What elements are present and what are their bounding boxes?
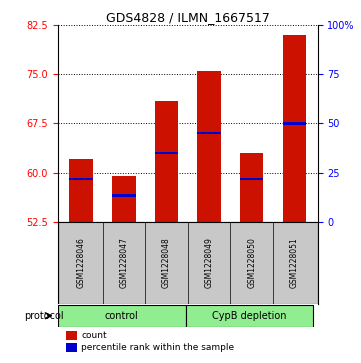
- Bar: [58, 305, 186, 327]
- Text: CypB depletion: CypB depletion: [212, 311, 287, 321]
- Text: GSM1228048: GSM1228048: [162, 237, 171, 288]
- Text: GSM1228050: GSM1228050: [247, 237, 256, 288]
- Title: GDS4828 / ILMN_1667517: GDS4828 / ILMN_1667517: [106, 11, 270, 24]
- Text: protocol: protocol: [24, 311, 63, 321]
- Bar: [283, 122, 306, 125]
- Bar: [112, 194, 135, 196]
- Bar: [240, 153, 264, 221]
- Text: percentile rank within the sample: percentile rank within the sample: [81, 343, 234, 352]
- Bar: [66, 343, 77, 352]
- Bar: [155, 101, 178, 221]
- Text: GSM1228047: GSM1228047: [119, 237, 128, 288]
- Bar: [186, 305, 313, 327]
- Bar: [283, 35, 306, 221]
- Bar: [155, 152, 178, 154]
- Bar: [69, 159, 93, 221]
- Text: count: count: [81, 331, 107, 340]
- Bar: [112, 176, 135, 221]
- Bar: [197, 132, 221, 134]
- Text: GSM1228046: GSM1228046: [77, 237, 86, 288]
- Bar: [240, 178, 264, 180]
- Text: GSM1228051: GSM1228051: [290, 237, 299, 288]
- Text: GSM1228049: GSM1228049: [205, 237, 213, 288]
- Text: control: control: [105, 311, 139, 321]
- Bar: [69, 178, 93, 180]
- Bar: [66, 331, 77, 340]
- Bar: [197, 71, 221, 221]
